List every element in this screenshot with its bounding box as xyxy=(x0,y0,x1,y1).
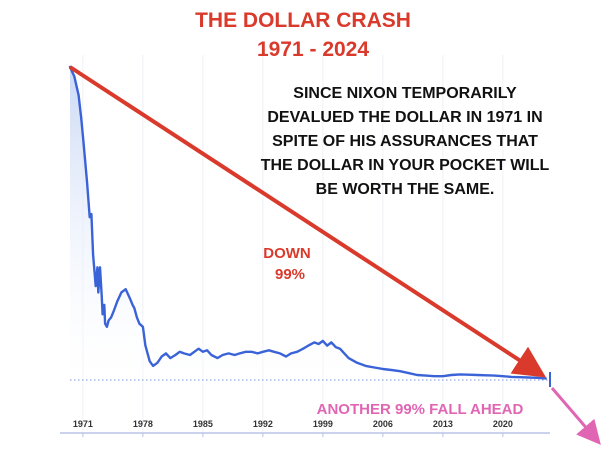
x-tick-label-2006: 2006 xyxy=(373,419,393,429)
annotation-note: SINCE NIXON TEMPORARILY DEVALUED THE DOLL… xyxy=(261,85,550,198)
x-tick-label-1992: 1992 xyxy=(253,419,273,429)
grid-lines xyxy=(82,55,504,433)
x-tick-label-1971: 1971 xyxy=(73,419,93,429)
down-trend-arrow xyxy=(68,65,547,378)
x-axis-ticks: 1971 1978 1985 1992 1999 2006 2013 2020 xyxy=(73,419,513,437)
x-tick-label-1985: 1985 xyxy=(193,419,213,429)
note-line-1: SINCE NIXON TEMPORARILY xyxy=(293,85,517,102)
series-area xyxy=(70,67,546,380)
note-line-3: SPITE OF HIS ASSURANCES THAT xyxy=(272,133,538,150)
x-tick-label-1999: 1999 xyxy=(313,419,333,429)
series-line xyxy=(68,65,547,380)
x-tick-label-2013: 2013 xyxy=(433,419,453,429)
x-tick-label-2020: 2020 xyxy=(493,419,513,429)
future-fall-arrow xyxy=(550,387,601,445)
note-line-4: THE DOLLAR IN YOUR POCKET WILL xyxy=(261,157,550,174)
down-value: 99% xyxy=(275,266,305,283)
x-tick-label-1978: 1978 xyxy=(133,419,153,429)
note-line-5: BE WORTH THE SAME. xyxy=(316,181,495,198)
note-line-2: DEVALUED THE DOLLAR IN 1971 IN xyxy=(267,109,542,126)
chart-subtitle: 1971 - 2024 xyxy=(257,38,369,61)
chart-title: THE DOLLAR CRASH xyxy=(195,9,411,32)
future-fall-label: ANOTHER 99% FALL AHEAD xyxy=(317,401,524,418)
down-label: DOWN xyxy=(263,245,311,262)
